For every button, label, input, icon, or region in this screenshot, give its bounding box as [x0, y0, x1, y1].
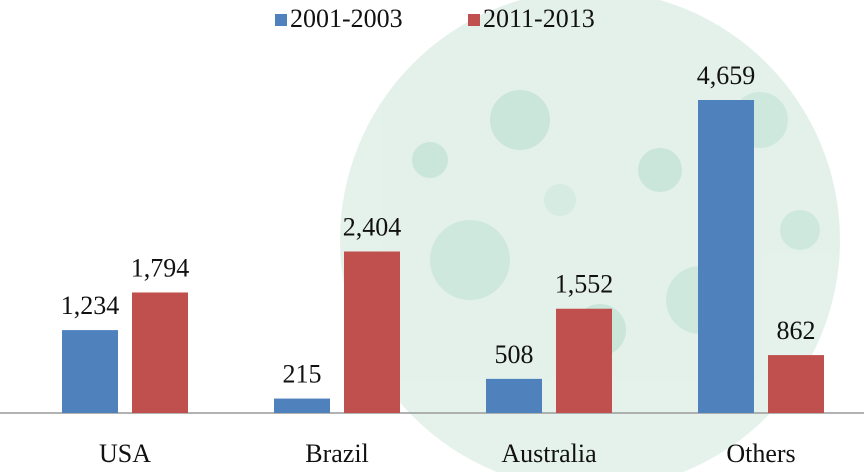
legend-label: 2011-2013 — [483, 4, 595, 33]
bar — [556, 308, 612, 413]
data-label: 1,552 — [555, 270, 614, 299]
bar — [274, 398, 330, 413]
x-tick-label: USA — [99, 439, 151, 468]
bar — [486, 378, 542, 413]
data-label: 508 — [495, 340, 534, 369]
bar — [768, 355, 824, 413]
x-tick-label: Others — [726, 439, 795, 468]
bar — [344, 251, 400, 413]
legend-label: 2001-2003 — [290, 4, 403, 33]
data-label: 862 — [777, 316, 816, 345]
data-label: 1,234 — [61, 291, 120, 320]
bar — [62, 330, 118, 413]
bar — [132, 292, 188, 413]
legend-swatch — [468, 14, 480, 26]
data-label: 215 — [283, 360, 322, 389]
x-tick-label: Australia — [501, 439, 597, 468]
data-label: 2,404 — [343, 212, 402, 241]
legend-swatch — [275, 14, 287, 26]
data-label: 4,659 — [697, 61, 756, 90]
data-label: 1,794 — [131, 253, 190, 282]
x-tick-label: Brazil — [305, 439, 369, 468]
bar — [698, 100, 754, 413]
